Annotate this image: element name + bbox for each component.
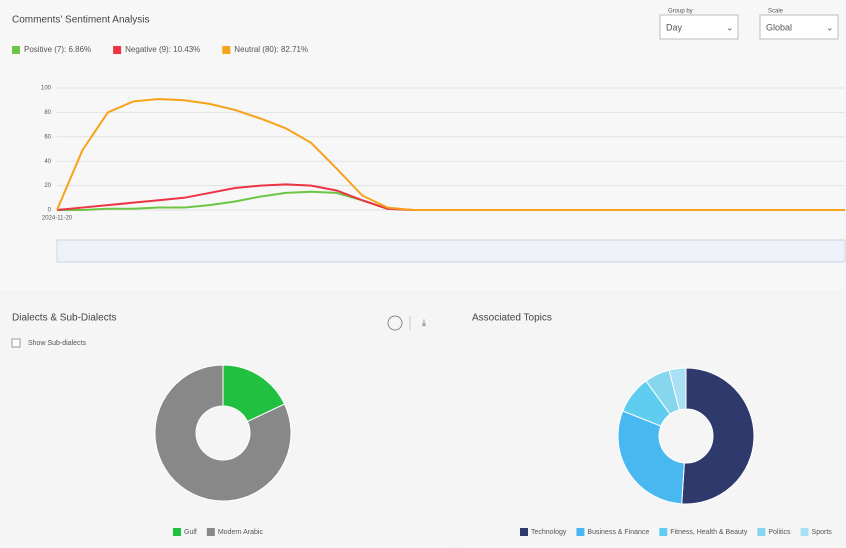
legend-swatch: [757, 528, 766, 536]
select-value: Day: [666, 22, 683, 32]
navigator[interactable]: [56, 239, 846, 263]
legend-swatch: [12, 46, 20, 54]
download-icon[interactable]: ⤓: [422, 317, 426, 327]
dialects-panel: [0, 295, 452, 548]
legend-label: Business & Finance: [587, 529, 649, 536]
select-arrow: ⌄: [826, 22, 834, 32]
legend-label: Politics: [768, 529, 791, 536]
info-icon[interactable]: [387, 315, 403, 331]
y-tick-label: 0: [48, 208, 52, 214]
legend-label: Technology: [531, 529, 567, 536]
legend-label: Negative (9): 10.43%: [125, 45, 200, 54]
legend-label: Positive (7): 6.86%: [24, 45, 91, 54]
checkbox-label: Show Sub-dialects: [28, 340, 86, 347]
series-line: [56, 97, 845, 211]
y-tick-label: 40: [44, 159, 51, 165]
select-value: Global: [766, 22, 792, 32]
checkbox[interactable]: [11, 338, 21, 348]
select-label: Group by: [668, 9, 693, 15]
chart-title: Associated Topics: [472, 313, 552, 324]
legend-swatch: [206, 528, 215, 536]
donut-slice: [668, 367, 687, 411]
scale-select[interactable]: [759, 14, 839, 40]
y-tick-label: 20: [44, 183, 51, 189]
legend-swatch: [520, 528, 528, 536]
select-arrow: ⌄: [726, 22, 734, 32]
chart-title: Dialects & Sub-Dialects: [12, 313, 116, 324]
donut-slice: [681, 367, 755, 505]
legend-swatch: [113, 46, 122, 54]
legend-swatch: [576, 528, 585, 536]
legend-swatch: [173, 528, 181, 536]
legend-label: Fitness, Health & Beauty: [670, 529, 748, 536]
group-by-select[interactable]: [659, 14, 739, 40]
donut-slice: [617, 410, 685, 505]
y-tick-label: 80: [44, 110, 51, 116]
legend-label: Neutral (80): 82.71%: [234, 45, 308, 54]
legend-label: Modern Arabic: [218, 529, 264, 536]
donut-slice: [154, 364, 292, 502]
y-tick-label: 100: [41, 86, 52, 92]
x-tick-label: 2024-11-20: [42, 216, 73, 222]
select-label: Scale: [768, 9, 784, 15]
y-tick-label: 60: [44, 134, 51, 140]
legend-label: Gulf: [184, 529, 197, 536]
chart-title: Comments' Sentiment Analysis: [12, 15, 150, 26]
legend-swatch: [800, 528, 809, 536]
legend-swatch: [222, 46, 231, 54]
legend-label: Sports: [812, 529, 833, 536]
legend-swatch: [659, 528, 668, 536]
